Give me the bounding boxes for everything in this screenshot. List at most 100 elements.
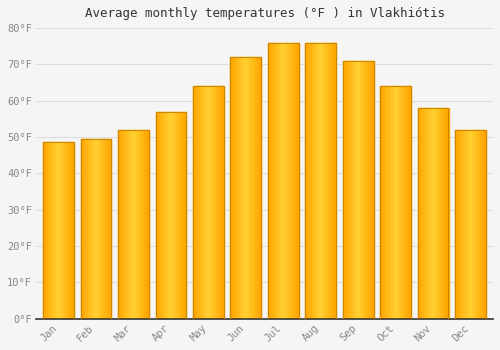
Bar bbox=[474, 130, 475, 318]
Bar bbox=[254, 57, 255, 318]
Bar bbox=[421, 108, 422, 319]
Bar bbox=[243, 57, 244, 318]
Bar bbox=[185, 112, 186, 318]
Bar bbox=[482, 130, 483, 318]
Bar bbox=[462, 130, 463, 318]
Bar bbox=[282, 43, 284, 318]
Bar bbox=[334, 43, 336, 318]
Bar bbox=[177, 112, 178, 318]
Bar bbox=[208, 86, 210, 318]
Bar bbox=[397, 86, 399, 318]
Bar bbox=[428, 108, 430, 319]
Bar bbox=[296, 43, 297, 318]
Bar bbox=[250, 57, 252, 318]
Bar bbox=[278, 43, 280, 318]
Bar bbox=[182, 112, 184, 318]
Bar bbox=[307, 43, 308, 318]
Bar bbox=[43, 142, 74, 318]
Bar bbox=[142, 130, 144, 318]
Bar bbox=[238, 57, 240, 318]
Bar bbox=[213, 86, 214, 318]
Bar bbox=[156, 112, 186, 318]
Bar bbox=[418, 108, 448, 319]
Bar bbox=[183, 112, 185, 318]
Bar bbox=[446, 108, 447, 319]
Bar bbox=[63, 142, 65, 318]
Bar bbox=[118, 130, 149, 318]
Bar bbox=[241, 57, 243, 318]
Bar bbox=[362, 61, 363, 318]
Bar bbox=[343, 61, 374, 318]
Bar bbox=[440, 108, 441, 319]
Bar bbox=[202, 86, 204, 318]
Bar bbox=[206, 86, 207, 318]
Bar bbox=[207, 86, 208, 318]
Bar bbox=[364, 61, 366, 318]
Bar bbox=[160, 112, 162, 318]
Bar bbox=[354, 61, 355, 318]
Bar bbox=[472, 130, 474, 318]
Bar bbox=[321, 43, 322, 318]
Bar bbox=[390, 86, 391, 318]
Bar bbox=[93, 139, 94, 318]
Bar bbox=[463, 130, 464, 318]
Bar bbox=[106, 139, 107, 318]
Bar bbox=[164, 112, 165, 318]
Bar bbox=[244, 57, 246, 318]
Bar bbox=[110, 139, 112, 318]
Bar bbox=[80, 139, 112, 318]
Bar bbox=[198, 86, 199, 318]
Bar bbox=[478, 130, 480, 318]
Bar bbox=[166, 112, 168, 318]
Bar bbox=[135, 130, 136, 318]
Bar bbox=[394, 86, 396, 318]
Bar bbox=[270, 43, 271, 318]
Bar bbox=[134, 130, 135, 318]
Bar bbox=[391, 86, 392, 318]
Bar bbox=[144, 130, 146, 318]
Bar bbox=[433, 108, 434, 319]
Bar bbox=[470, 130, 472, 318]
Bar bbox=[308, 43, 310, 318]
Bar bbox=[128, 130, 129, 318]
Bar bbox=[272, 43, 274, 318]
Bar bbox=[92, 139, 93, 318]
Bar bbox=[326, 43, 327, 318]
Bar bbox=[396, 86, 397, 318]
Title: Average monthly temperatures (°F ) in Vlakhiótis: Average monthly temperatures (°F ) in Vl… bbox=[84, 7, 444, 20]
Bar bbox=[313, 43, 314, 318]
Bar bbox=[157, 112, 158, 318]
Bar bbox=[99, 139, 100, 318]
Bar bbox=[404, 86, 405, 318]
Bar bbox=[455, 130, 486, 318]
Bar bbox=[84, 139, 86, 318]
Bar bbox=[288, 43, 290, 318]
Bar bbox=[324, 43, 326, 318]
Bar bbox=[220, 86, 222, 318]
Bar bbox=[118, 130, 149, 318]
Bar bbox=[306, 43, 336, 318]
Bar bbox=[162, 112, 164, 318]
Bar bbox=[294, 43, 296, 318]
Bar bbox=[405, 86, 406, 318]
Bar bbox=[60, 142, 62, 318]
Bar bbox=[71, 142, 72, 318]
Bar bbox=[45, 142, 46, 318]
Bar bbox=[141, 130, 142, 318]
Bar bbox=[129, 130, 130, 318]
Bar bbox=[447, 108, 448, 319]
Bar bbox=[438, 108, 440, 319]
Bar bbox=[236, 57, 238, 318]
Bar bbox=[46, 142, 48, 318]
Bar bbox=[388, 86, 390, 318]
Bar bbox=[174, 112, 176, 318]
Bar bbox=[122, 130, 124, 318]
Bar bbox=[285, 43, 286, 318]
Bar bbox=[432, 108, 433, 319]
Bar bbox=[156, 112, 186, 318]
Bar bbox=[424, 108, 426, 319]
Bar bbox=[360, 61, 362, 318]
Bar bbox=[54, 142, 56, 318]
Bar bbox=[475, 130, 477, 318]
Bar bbox=[277, 43, 278, 318]
